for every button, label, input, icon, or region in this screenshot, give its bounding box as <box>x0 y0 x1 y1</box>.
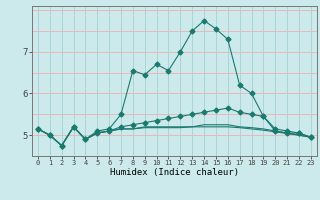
X-axis label: Humidex (Indice chaleur): Humidex (Indice chaleur) <box>110 168 239 177</box>
